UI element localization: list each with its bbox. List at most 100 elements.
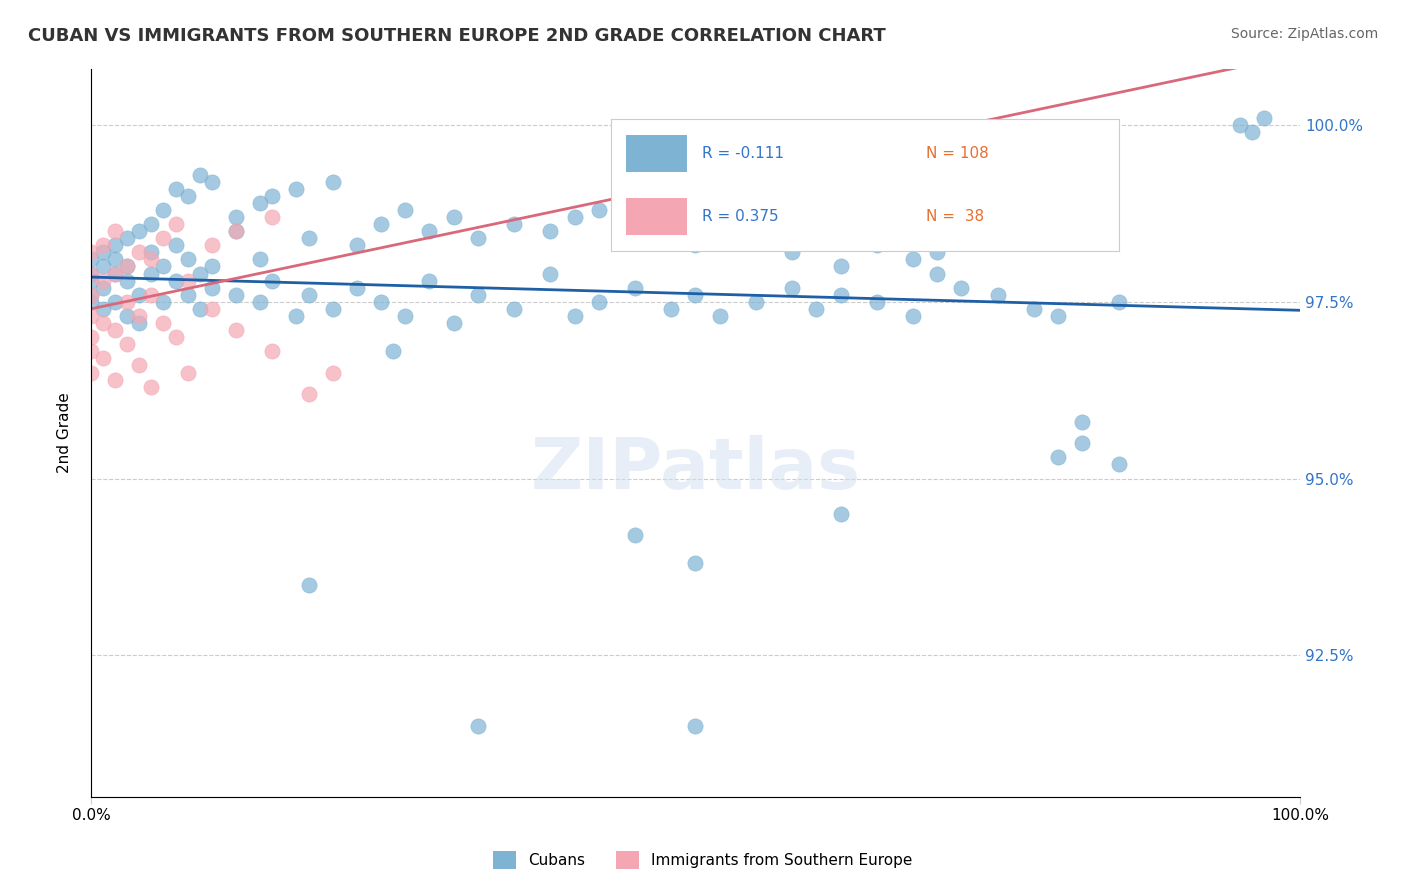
Point xyxy=(165,274,187,288)
Point xyxy=(685,287,707,301)
Point xyxy=(201,238,224,252)
Y-axis label: 2nd Grade: 2nd Grade xyxy=(58,392,72,473)
Point xyxy=(467,719,489,733)
Point xyxy=(91,274,114,288)
Point xyxy=(685,557,707,571)
Point xyxy=(297,577,319,591)
Point xyxy=(225,224,247,238)
Point xyxy=(141,287,163,301)
Point xyxy=(927,267,949,281)
Point xyxy=(262,188,284,202)
Point xyxy=(806,231,828,245)
Point xyxy=(91,245,114,260)
Point xyxy=(91,301,114,316)
Point xyxy=(115,274,138,288)
Point xyxy=(1071,415,1094,429)
Point xyxy=(201,301,224,316)
Point xyxy=(80,274,103,288)
Point xyxy=(624,528,647,542)
Point xyxy=(80,309,103,323)
Point xyxy=(830,287,852,301)
Text: Source: ZipAtlas.com: Source: ZipAtlas.com xyxy=(1230,27,1378,41)
Point xyxy=(225,287,247,301)
Point xyxy=(176,366,198,380)
Point xyxy=(538,267,561,281)
Point xyxy=(249,252,271,267)
Point xyxy=(745,210,768,224)
Point xyxy=(262,274,284,288)
Point xyxy=(780,245,803,260)
Point xyxy=(624,231,647,245)
Point xyxy=(1071,436,1094,450)
Point xyxy=(297,386,319,401)
Point xyxy=(394,309,416,323)
Point xyxy=(128,316,150,330)
Point xyxy=(104,323,127,337)
Point xyxy=(165,217,187,231)
Point xyxy=(564,309,586,323)
Point xyxy=(165,330,187,344)
Point xyxy=(745,294,768,309)
Point xyxy=(443,210,465,224)
Point xyxy=(382,344,405,359)
Point xyxy=(538,224,561,238)
Point xyxy=(80,267,103,281)
Point xyxy=(588,294,610,309)
Point xyxy=(115,260,138,274)
Point xyxy=(152,316,174,330)
Point xyxy=(262,210,284,224)
Point xyxy=(322,301,344,316)
Point xyxy=(987,217,1010,231)
Point xyxy=(165,238,187,252)
Point xyxy=(80,287,103,301)
Point xyxy=(866,238,889,252)
Point xyxy=(104,224,127,238)
Point xyxy=(80,252,103,267)
Point xyxy=(141,217,163,231)
Point xyxy=(201,260,224,274)
Point xyxy=(91,351,114,366)
Point xyxy=(901,252,924,267)
Point xyxy=(830,507,852,521)
Point xyxy=(91,260,114,274)
Text: ZIPatlas: ZIPatlas xyxy=(530,434,860,503)
Point xyxy=(201,175,224,189)
Point xyxy=(141,379,163,393)
Point xyxy=(285,182,308,196)
Point xyxy=(249,195,271,210)
Point xyxy=(1022,301,1045,316)
Point xyxy=(709,224,731,238)
Point xyxy=(262,344,284,359)
Point xyxy=(91,238,114,252)
Point xyxy=(950,281,973,295)
Point xyxy=(104,252,127,267)
Point xyxy=(830,260,852,274)
Point xyxy=(564,210,586,224)
Point xyxy=(225,224,247,238)
Point xyxy=(176,188,198,202)
Point xyxy=(104,267,127,281)
Point xyxy=(115,260,138,274)
Point xyxy=(115,309,138,323)
Point xyxy=(188,267,211,281)
Point xyxy=(188,168,211,182)
Point xyxy=(115,337,138,351)
Point xyxy=(370,294,392,309)
Point xyxy=(80,294,103,309)
Point xyxy=(80,267,103,281)
Point xyxy=(104,294,127,309)
Point xyxy=(418,224,440,238)
Point xyxy=(685,238,707,252)
Point xyxy=(141,245,163,260)
Point xyxy=(418,274,440,288)
Point xyxy=(128,245,150,260)
Point xyxy=(152,231,174,245)
Point xyxy=(152,260,174,274)
Point xyxy=(467,287,489,301)
Point xyxy=(346,281,368,295)
Point xyxy=(1229,118,1251,132)
Point xyxy=(1108,458,1130,472)
Point xyxy=(709,309,731,323)
Point xyxy=(176,287,198,301)
Point xyxy=(685,719,707,733)
